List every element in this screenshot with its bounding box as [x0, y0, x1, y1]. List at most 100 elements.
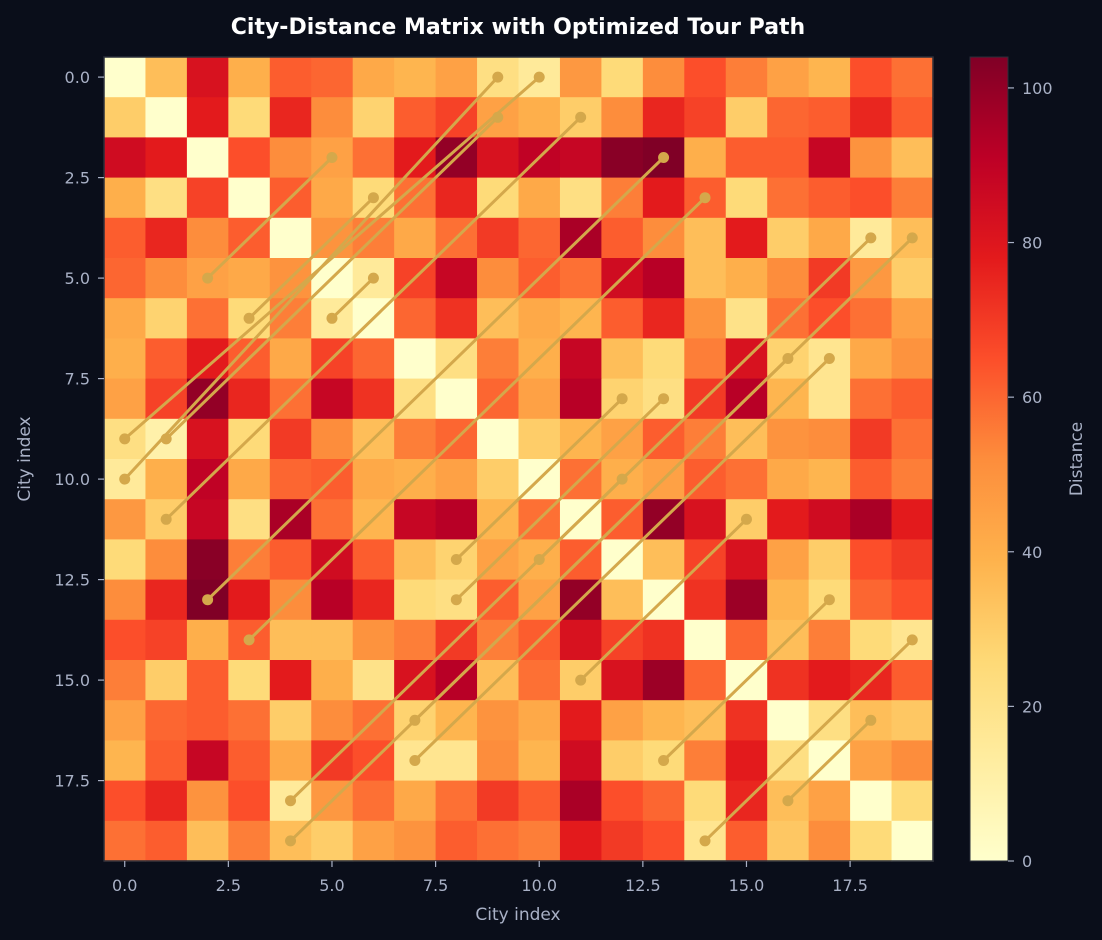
heatmap-cell	[394, 217, 437, 259]
heatmap-cell	[104, 298, 147, 339]
heatmap-cell	[808, 499, 851, 540]
heatmap-cell	[104, 217, 147, 259]
colorbar	[969, 56, 1009, 862]
heatmap-cell	[477, 418, 520, 460]
heatmap-cell	[850, 97, 893, 138]
heatmap-cell	[850, 137, 893, 179]
tour-segment	[330, 276, 375, 320]
tour-point	[119, 433, 131, 445]
heatmap-cell	[311, 177, 354, 219]
heatmap-cell	[891, 780, 934, 822]
heatmap-cell	[104, 338, 147, 380]
heatmap-cell	[518, 97, 561, 138]
heatmap-cell	[228, 57, 271, 98]
heatmap-cell	[601, 820, 644, 862]
heatmap-cell	[104, 378, 147, 420]
heatmap-cell	[642, 700, 685, 741]
heatmap-cell	[352, 57, 395, 98]
heatmap-cell	[145, 539, 188, 581]
heatmap-cell	[767, 57, 810, 98]
heatmap-cell	[808, 539, 851, 581]
heatmap-cell	[145, 258, 188, 299]
y-tick-label: 0.0	[65, 68, 90, 87]
heatmap-cell	[518, 740, 561, 782]
heatmap-cell	[228, 258, 271, 299]
tour-point	[740, 513, 752, 525]
heatmap-cell	[477, 338, 520, 380]
heatmap-cell	[559, 780, 602, 822]
heatmap-cell	[684, 217, 727, 259]
heatmap-cell	[518, 298, 561, 339]
heatmap-cell	[642, 780, 685, 822]
heatmap-cell	[850, 177, 893, 219]
heatmap-cell	[104, 137, 147, 179]
heatmap-cell	[311, 820, 354, 862]
heatmap-cell	[311, 660, 354, 701]
heatmap-cell	[104, 97, 147, 138]
heatmap-cell	[808, 217, 851, 259]
tour-point	[326, 312, 338, 324]
heatmap-cell	[684, 579, 727, 621]
y-axis-ticks: 0.0 2.5 5.0 7.5 10.0 12.5 15.0 17.5	[54, 68, 104, 791]
heatmap-cell	[394, 780, 437, 822]
heatmap-cell	[891, 338, 934, 380]
tour-point	[865, 232, 877, 244]
x-tick-label: 7.5	[423, 876, 448, 895]
heatmap-cell	[518, 177, 561, 219]
heatmap-cell	[601, 137, 644, 179]
heatmap-cell	[352, 378, 395, 420]
heatmap-cell	[891, 378, 934, 420]
tour-segment	[454, 397, 624, 561]
heatmap-cell	[394, 499, 437, 540]
heatmap-cell	[186, 298, 229, 339]
heatmap-cell	[394, 820, 437, 862]
heatmap-cell	[352, 539, 395, 581]
heatmap-cell	[145, 820, 188, 862]
colorbar-ticks: 0 20 40 60 80 100	[1008, 79, 1053, 871]
heatmap-cell	[601, 298, 644, 339]
heatmap-cell	[725, 700, 768, 741]
heatmap-cell	[642, 177, 685, 219]
heatmap-cell	[725, 539, 768, 581]
tour-point	[243, 312, 255, 324]
colorbar-label: Distance	[1067, 422, 1087, 496]
heatmap-cell	[269, 740, 312, 782]
x-tick-label: 0.0	[112, 876, 137, 895]
heatmap-cell	[228, 780, 271, 822]
tour-point	[782, 795, 794, 807]
heatmap-cell	[642, 660, 685, 701]
heatmap-cell	[767, 660, 810, 701]
heatmap-cell	[808, 378, 851, 420]
tour-segment	[454, 397, 666, 602]
heatmap-cell	[352, 619, 395, 661]
heatmap-cell	[145, 217, 188, 259]
heatmap-cell	[642, 97, 685, 138]
tour-point	[367, 192, 379, 204]
heatmap-cell	[145, 57, 188, 98]
heatmap-cell	[394, 298, 437, 339]
heatmap-cell	[850, 459, 893, 500]
tour-segment	[413, 357, 831, 762]
heatmap-cell	[850, 57, 893, 98]
heatmap-cell	[477, 459, 520, 500]
tour-point	[409, 714, 421, 726]
heatmap-cell	[725, 298, 768, 339]
heatmap-cell	[186, 499, 229, 540]
heatmap-cell	[518, 660, 561, 701]
x-tick-label: 5.0	[319, 876, 344, 895]
tour-segment	[206, 156, 666, 602]
heatmap-cell	[104, 258, 147, 299]
x-tick-label: 2.5	[216, 876, 241, 895]
heatmap-cell	[891, 820, 934, 862]
tour-point	[575, 674, 587, 686]
heatmap-cell	[311, 619, 354, 661]
heatmap-cell	[104, 619, 147, 661]
heatmap-cell	[642, 619, 685, 661]
heatmap-cell	[725, 137, 768, 179]
x-axis-ticks: 0.0 2.5 5.0 7.5 10.0 12.5 15.0 17.5	[112, 861, 868, 895]
heatmap-cell	[684, 338, 727, 380]
heatmap-cell	[186, 619, 229, 661]
tour-segment	[786, 718, 873, 803]
heatmap-cell	[891, 177, 934, 219]
